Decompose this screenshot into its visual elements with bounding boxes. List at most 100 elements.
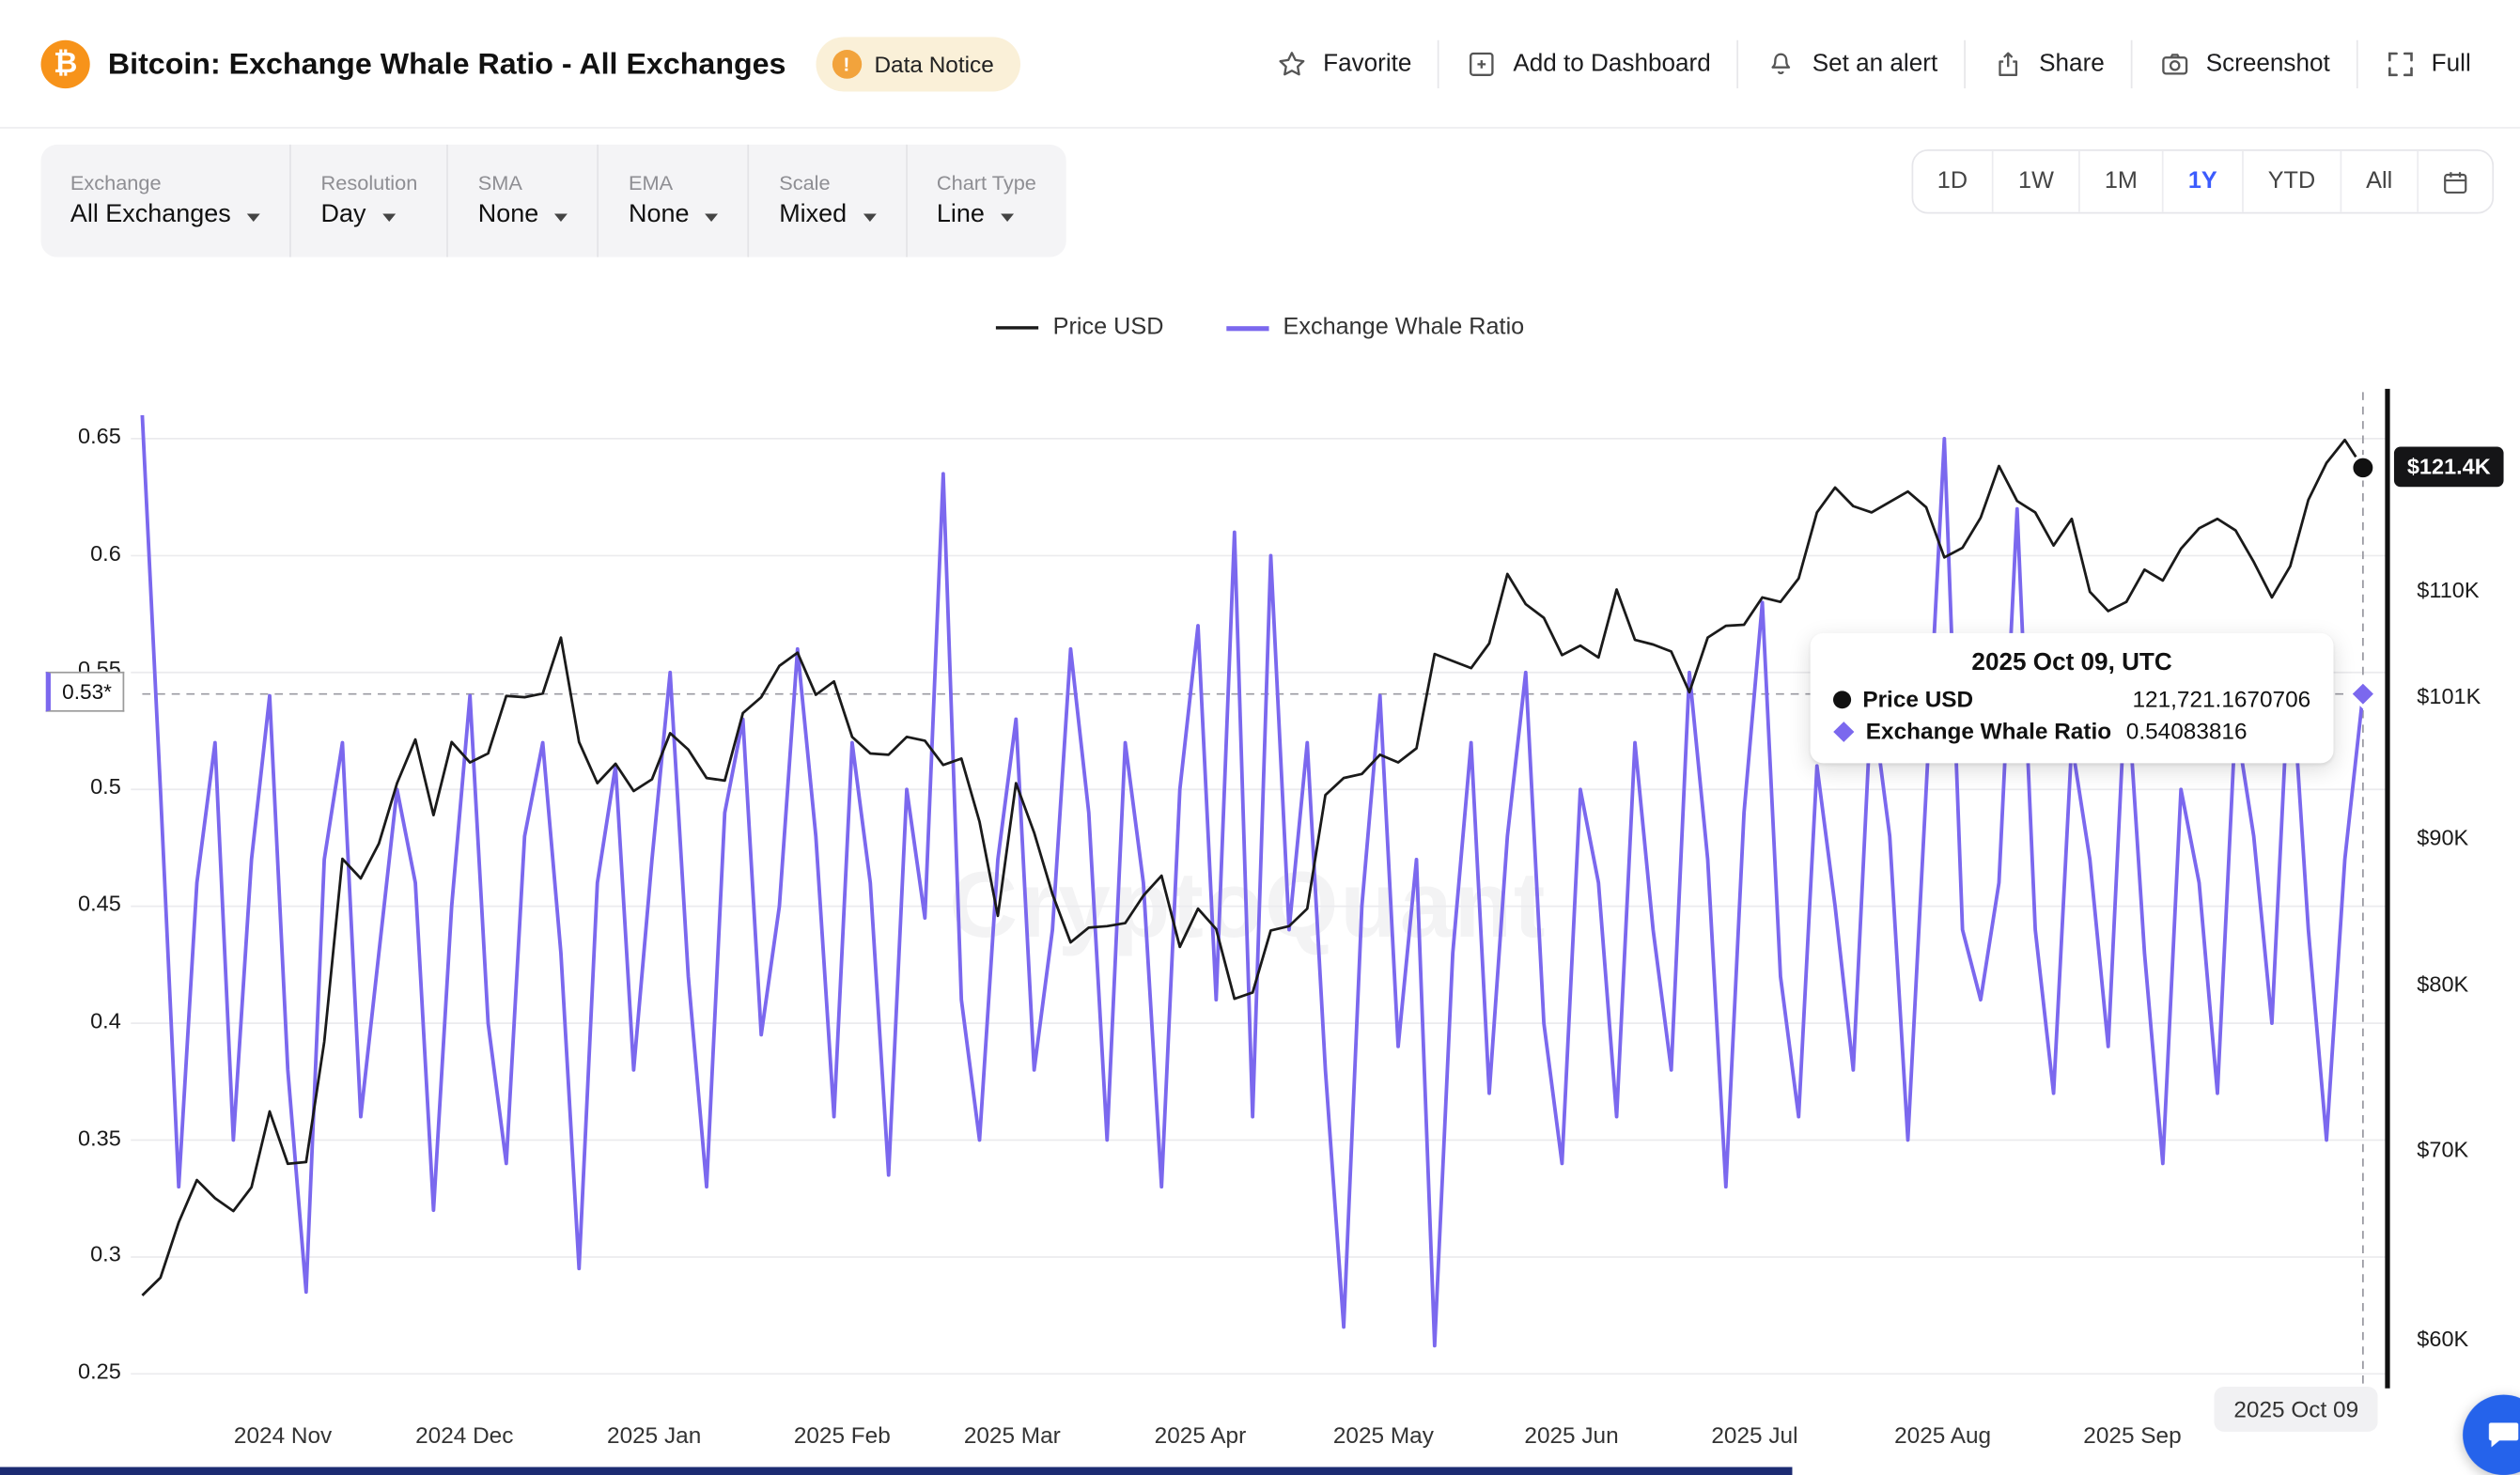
control-resolution-label: Resolution: [320, 172, 418, 194]
screenshot-button[interactable]: Screenshot: [2132, 47, 2356, 79]
header: ₿ Bitcoin: Exchange Whale Ratio - All Ex…: [0, 0, 2520, 129]
right-axis-tick: $80K: [2417, 971, 2469, 997]
full-label: Full: [2431, 50, 2471, 78]
legend-label: Exchange Whale Ratio: [1283, 315, 1525, 341]
share-icon: [1992, 47, 2025, 79]
x-axis-tick: 2025 Mar: [963, 1421, 1061, 1448]
left-axis-tick: 0.35: [78, 1126, 121, 1151]
bell-icon: [1765, 47, 1797, 79]
divider: [1736, 39, 1739, 88]
x-axis-current-date: 2025 Oct 09: [2214, 1386, 2379, 1432]
tooltip-price-value: 121,721.1670706: [2132, 686, 2311, 712]
price-marker-icon: [1832, 690, 1852, 708]
toolbar: Exchange All Exchanges Resolution Day SMA Non…: [0, 144, 2520, 257]
range-all[interactable]: All: [2366, 168, 2393, 194]
add-to-dashboard-button[interactable]: Add to Dashboard: [1439, 47, 1737, 79]
tooltip-date: 2025 Oct 09, UTC: [1971, 648, 2172, 677]
current-ratio-badge: 0.53*: [45, 671, 125, 712]
data-notice-label: Data Notice: [874, 50, 994, 77]
range-1m[interactable]: 1M: [2104, 168, 2138, 194]
control-resolution-value[interactable]: Day: [321, 201, 418, 230]
control-scale-value[interactable]: Mixed: [779, 201, 877, 230]
control-scale: Scale Mixed: [748, 144, 906, 257]
divider: [1992, 150, 1994, 212]
x-axis-tick: 2025 Jun: [1524, 1421, 1619, 1448]
share-label: Share: [2039, 50, 2105, 78]
left-axis-tick: 0.25: [78, 1359, 121, 1384]
control-ema-label: EMA: [628, 172, 674, 194]
chart-controls: Exchange All Exchanges Resolution Day SMA Non…: [40, 144, 1066, 257]
control-exchange: Exchange All Exchanges: [41, 145, 290, 257]
control-sma: SMA None: [446, 144, 598, 257]
favorite-label: Favorite: [1323, 50, 1412, 78]
right-axis-tick: $70K: [2417, 1137, 2469, 1162]
bitcoin-icon: ₿: [40, 39, 90, 88]
chevron-down-icon: [381, 212, 396, 222]
legend-price-usd[interactable]: Price USD: [995, 315, 1164, 341]
chart-area[interactable]: CryptoQuant 0.65 0.6 0.55 0.5 0.45 0.4 0.35 0.3…: [0, 369, 2520, 1475]
range-1y[interactable]: 1Y: [2187, 168, 2217, 194]
control-ema-value[interactable]: None: [629, 201, 719, 230]
right-axis-tick: $60K: [2417, 1327, 2469, 1352]
range-1d[interactable]: 1D: [1937, 168, 1968, 194]
next-section-edge: [0, 1467, 1793, 1475]
x-axis-tick: 2024 Nov: [233, 1421, 333, 1448]
tooltip-price-row: Price USD 121,721.1670706: [1832, 686, 2311, 712]
control-exchange-value[interactable]: All Exchanges: [70, 201, 261, 230]
x-axis-tick: 2025 Aug: [1894, 1421, 1992, 1448]
left-axis-tick: 0.45: [78, 892, 121, 916]
divider: [2356, 39, 2358, 88]
right-axis-tick: $101K: [2417, 684, 2481, 709]
range-ytd[interactable]: YTD: [2267, 168, 2316, 194]
divider: [2241, 150, 2244, 212]
divider: [2340, 150, 2342, 212]
control-ema: EMA None: [597, 144, 748, 257]
legend-exchange-whale-ratio[interactable]: Exchange Whale Ratio: [1225, 315, 1525, 341]
set-alert-button[interactable]: Set an alert: [1738, 47, 1964, 79]
chevron-down-icon: [705, 212, 719, 222]
range-1w[interactable]: 1W: [2018, 168, 2054, 194]
page-title: Bitcoin: Exchange Whale Ratio - All Exch…: [107, 45, 786, 80]
left-axis-tick: 0.65: [78, 424, 121, 449]
right-axis-tick: $90K: [2417, 826, 2469, 850]
star-icon: [1276, 47, 1309, 79]
calendar-icon[interactable]: [2419, 151, 2492, 212]
divider: [1964, 39, 1966, 88]
chart-tooltip: 2025 Oct 09, UTC Price USD 121,721.16707…: [1810, 632, 2334, 764]
x-axis-tick: 2025 May: [1332, 1421, 1434, 1448]
chart-legend: Price USD Exchange Whale Ratio: [0, 315, 2520, 341]
left-axis-tick: 0.6: [90, 541, 121, 567]
legend-line-swatch: [1225, 325, 1268, 331]
data-notice-badge[interactable]: ! Data Notice: [815, 36, 1020, 91]
chevron-down-icon: [863, 212, 877, 222]
x-axis-tick: 2025 Apr: [1154, 1421, 1247, 1448]
divider: [1438, 39, 1440, 88]
chevron-down-icon: [554, 212, 568, 222]
chart-plot[interactable]: [0, 369, 2520, 1475]
legend-label: Price USD: [1052, 315, 1164, 341]
left-axis-tick: 0.4: [90, 1009, 121, 1033]
divider: [2417, 150, 2419, 212]
header-actions: Favorite Add to Dashboard Set an alert Shar…: [1250, 39, 2497, 88]
chevron-down-icon: [247, 212, 261, 222]
screenshot-label: Screenshot: [2205, 50, 2330, 78]
control-sma-value[interactable]: None: [478, 201, 568, 230]
right-axis-tick: $110K: [2417, 578, 2480, 603]
dashboard-add-icon: [1466, 47, 1499, 79]
control-sma-label: SMA: [477, 172, 522, 194]
x-axis-tick: 2024 Dec: [415, 1421, 514, 1448]
favorite-button[interactable]: Favorite: [1250, 47, 1438, 79]
chat-button[interactable]: [2463, 1394, 2520, 1475]
divider: [2162, 150, 2164, 212]
fullscreen-icon: [2384, 47, 2417, 79]
share-button[interactable]: Share: [1966, 47, 2131, 79]
current-price-badge: $121.4K: [2393, 446, 2504, 488]
range-selector: 1D 1W 1M 1Y YTD All: [1910, 149, 2495, 214]
control-resolution: Resolution Day: [289, 144, 446, 257]
x-axis-tick: 2025 Jul: [1711, 1421, 1798, 1448]
warning-icon: !: [832, 49, 862, 78]
control-scale-label: Scale: [779, 172, 831, 194]
full-button[interactable]: Full: [2357, 47, 2497, 79]
control-chart-type-value[interactable]: Line: [937, 201, 1036, 230]
camera-icon: [2158, 47, 2191, 79]
